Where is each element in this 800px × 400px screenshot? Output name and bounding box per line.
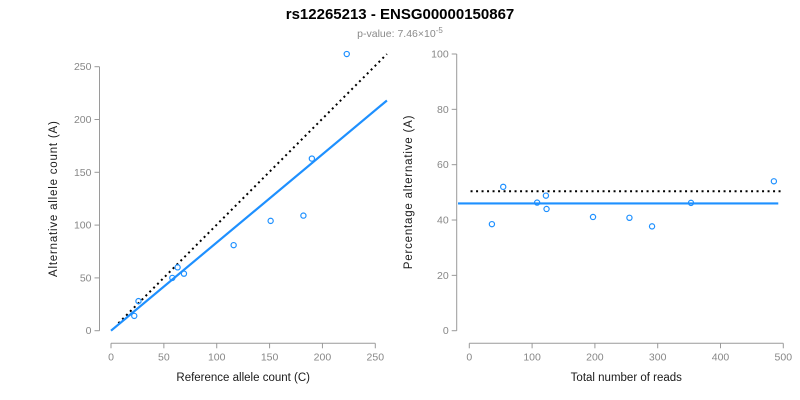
data-point bbox=[770, 178, 778, 185]
y-axis-tick-label: 50 bbox=[80, 272, 92, 284]
y-axis-tick-label: 20 bbox=[437, 270, 449, 282]
data-point bbox=[343, 50, 350, 58]
data-point bbox=[626, 214, 633, 222]
x-axis-tick-label: 0 bbox=[108, 351, 114, 363]
y-axis-title: Alternative allele count (A) bbox=[48, 120, 60, 277]
data-point bbox=[648, 223, 656, 230]
pvalue-exponent: -5 bbox=[435, 26, 443, 35]
data-point bbox=[267, 217, 274, 225]
y-axis-tick-label: 100 bbox=[74, 220, 92, 232]
data-point bbox=[488, 220, 496, 228]
y-axis-tick-label: 150 bbox=[74, 167, 92, 179]
data-point bbox=[300, 212, 307, 219]
x-axis-tick-label: 100 bbox=[523, 351, 541, 363]
data-point bbox=[589, 213, 597, 221]
data-point bbox=[543, 205, 550, 213]
y-axis-tick-label: 250 bbox=[74, 61, 92, 73]
x-axis-title: Reference allele count (C) bbox=[176, 372, 310, 384]
x-axis-tick-label: 300 bbox=[649, 351, 667, 363]
x-axis-tick-label: 500 bbox=[775, 351, 793, 363]
y-axis-tick-label: 100 bbox=[431, 49, 449, 61]
x-axis-tick-label: 200 bbox=[586, 351, 604, 363]
x-axis-title: Total number of reads bbox=[571, 372, 682, 384]
pvalue-label: p-value: 7.46×10 bbox=[357, 28, 436, 40]
y-axis-tick-label: 0 bbox=[443, 325, 449, 337]
data-point bbox=[169, 274, 176, 282]
y-axis-tick-label: 80 bbox=[437, 104, 449, 116]
y-axis-tick-label: 60 bbox=[437, 159, 449, 171]
x-axis-tick-label: 50 bbox=[158, 351, 170, 363]
data-point bbox=[500, 183, 507, 191]
x-axis-tick-label: 200 bbox=[314, 351, 332, 363]
figure-subtitle: p-value: 7.46×10-5 bbox=[0, 26, 800, 40]
x-axis-tick-label: 0 bbox=[466, 351, 472, 363]
data-point bbox=[180, 270, 188, 277]
data-point bbox=[174, 264, 181, 271]
x-axis-tick-label: 150 bbox=[261, 351, 279, 363]
data-point bbox=[131, 312, 138, 320]
data-point bbox=[542, 192, 550, 199]
x-axis-tick-label: 400 bbox=[712, 351, 730, 363]
y-axis-title: Percentage alternative (A) bbox=[403, 115, 415, 269]
fitted-ratio-line bbox=[110, 99, 388, 332]
y-axis-tick-label: 0 bbox=[86, 325, 92, 337]
data-point bbox=[533, 199, 541, 206]
figure-title: rs12265213 - ENSG00000150867 bbox=[285, 6, 515, 23]
y-axis-tick-label: 200 bbox=[74, 114, 92, 126]
x-axis-tick-label: 250 bbox=[367, 351, 385, 363]
data-point bbox=[687, 199, 695, 207]
data-point bbox=[308, 155, 316, 162]
y-axis-tick-label: 40 bbox=[437, 215, 449, 227]
data-point bbox=[230, 241, 237, 249]
x-axis-tick-label: 100 bbox=[208, 351, 226, 363]
expected-50-50-line bbox=[117, 53, 388, 325]
data-point bbox=[135, 297, 142, 305]
